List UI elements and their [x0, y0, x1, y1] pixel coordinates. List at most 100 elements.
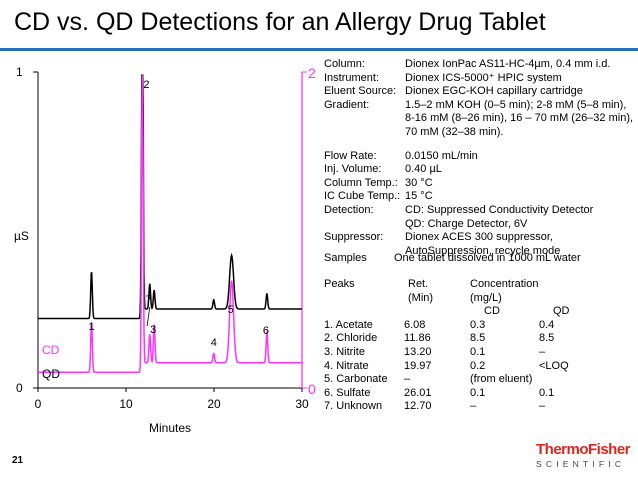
table-row: 2. Chloride 11.86 8.5 8.5	[324, 332, 613, 346]
condition-row: AutoSuppression, recycle mode	[324, 245, 634, 259]
table-cell: CD	[484, 305, 500, 318]
table-cell: 0.1	[539, 386, 555, 399]
x-tick-label: 20	[207, 397, 221, 411]
condition-row: Gradient: 1.5–2 mM KOH (0–5 min); 2-8 mM …	[324, 99, 634, 113]
table-row: 3. Nitrite 13.20 0.1 –	[324, 346, 613, 360]
condition-value: Dionex EGC-KOH capillary cartridge	[405, 85, 583, 98]
table-cell: 19.97	[404, 359, 432, 372]
table-row: 4. Nitrate 19.97 0.2 <LOQ	[324, 360, 613, 374]
condition-value: 70 mM (32–38 min).	[405, 125, 504, 138]
table-cell: <LOQ	[539, 359, 569, 372]
qd-series-label: QD	[42, 367, 60, 381]
condition-key: Detection:	[324, 203, 374, 216]
table-cell: 26.01	[404, 386, 432, 399]
spacer	[324, 140, 634, 150]
table-cell	[539, 292, 613, 306]
table-cell: 0.4	[539, 318, 555, 331]
y2-tick-label: 2	[308, 65, 316, 81]
condition-row: Suppressor: Dionex ACES 300 suppressor,	[324, 231, 634, 245]
condition-key: Column:	[324, 58, 365, 70]
condition-row: Detection: CD: Suppressed Conductivity De…	[324, 204, 634, 218]
table-cell: 4. Nitrate	[324, 359, 369, 372]
y-axis-label: µS	[14, 229, 29, 243]
condition-value: 8-16 mM (8–26 min), 16 – 70 mM (26–32 mi…	[405, 112, 634, 125]
condition-value: Dionex ACES 300 suppressor,	[405, 231, 553, 244]
table-cell: Peaks	[324, 278, 355, 290]
x-axis-label: Minutes	[149, 421, 191, 435]
peak-label-4: 4	[211, 337, 217, 349]
peak-label-6: 6	[263, 325, 269, 337]
table-row: CD QD	[324, 305, 613, 319]
condition-value: 30 °C	[405, 176, 433, 189]
table-cell: –	[470, 400, 477, 413]
condition-row: 8-16 mM (8–26 min), 16 – 70 mM (26–32 mi…	[324, 112, 634, 126]
condition-key	[324, 112, 405, 126]
condition-key: Instrument:	[324, 71, 380, 84]
condition-row: IC Cube Temp.: 15 °C	[324, 190, 634, 204]
logo-sub: SCIENTIFIC	[536, 459, 626, 469]
condition-key: Column Temp.:	[324, 176, 398, 189]
condition-row: QD: Charge Detector, 6V	[324, 218, 634, 232]
samples-row: Samples One tablet dissolved in 1000 mL …	[324, 252, 581, 264]
table-cell: Ret.	[408, 278, 429, 290]
table-cell: 8.5	[470, 332, 486, 345]
table-cell: 0.2	[470, 359, 486, 372]
conditions-list: Column: Dionex IonPac AS11-HC-4µm, 0.4 mm…	[324, 58, 634, 258]
table-cell: –	[404, 373, 411, 386]
condition-value: 15 °C	[405, 190, 433, 203]
condition-value: Dionex ICS-5000⁺ HPIC system	[405, 71, 562, 84]
table-cell: 0.1	[470, 345, 486, 358]
condition-key	[324, 218, 405, 232]
table-cell	[324, 305, 404, 319]
condition-value: QD: Charge Detector, 6V	[405, 217, 528, 230]
condition-key: IC Cube Temp.:	[324, 190, 401, 203]
condition-value: CD: Suppressed Conductivity Detector	[405, 203, 594, 216]
peak-7-leader	[146, 306, 151, 327]
thermofisher-logo: ThermoFisher SCIENTIFIC	[536, 441, 632, 469]
cd-series-label: CD	[42, 343, 60, 357]
table-cell: 6.08	[404, 318, 426, 331]
condition-row: 70 mM (32–38 min).	[324, 126, 634, 140]
table-cell: 2. Chloride	[324, 332, 378, 345]
condition-key: Inj. Volume:	[324, 163, 382, 176]
table-cell: 7. Unknown	[324, 400, 383, 413]
samples-value: One tablet dissolved in 1000 mL water	[394, 252, 581, 264]
condition-key	[324, 126, 405, 140]
x-tick-label: 30	[295, 397, 309, 411]
y2-tick-label: 0	[308, 381, 316, 397]
peak-label-3: 3	[150, 324, 156, 336]
y-tick-label: 0	[16, 381, 23, 395]
peak-label-5: 5	[228, 304, 234, 316]
condition-value: 0.0150 mL/min	[405, 149, 478, 162]
table-cell: 8.5	[539, 332, 555, 345]
table-row: 7. Unknown 12.70 – –	[324, 400, 613, 414]
table-cell	[539, 278, 613, 292]
table-cell: QD	[553, 305, 570, 318]
condition-row: Instrument: Dionex ICS-5000⁺ HPIC system	[324, 72, 634, 86]
table-cell: 1. Acetate	[324, 318, 373, 331]
table-cell: 5. Carbonate	[324, 373, 388, 386]
peaks-table: Peaks Ret. Concentration (Min) (mg/L) CD QD 1. …	[324, 278, 613, 414]
condition-row: Eluent Source: Dionex EGC-KOH capillary c…	[324, 85, 634, 99]
condition-value: 0.40 µL	[405, 163, 442, 176]
table-cell: 0.1	[470, 386, 486, 399]
table-cell: (Min)	[408, 291, 434, 304]
table-row: 1. Acetate 6.08 0.3 0.4	[324, 319, 613, 333]
condition-value: AutoSuppression, recycle mode	[405, 244, 561, 257]
table-row: Peaks Ret. Concentration	[324, 278, 613, 292]
x-tick-label: 10	[119, 397, 133, 411]
condition-key: Suppressor:	[324, 231, 384, 244]
table-cell: 6. Sulfate	[324, 386, 371, 399]
y-tick-label: 1	[16, 65, 23, 79]
table-cell: –	[539, 345, 546, 358]
condition-row: Column: Dionex IonPac AS11-HC-4µm, 0.4 mm…	[324, 58, 634, 72]
table-row: 6. Sulfate 26.01 0.1 0.1	[324, 387, 613, 401]
table-cell: 12.70	[404, 400, 432, 413]
condition-value: Dionex IonPac AS11-HC-4µm, 0.4 mm i.d.	[405, 58, 611, 70]
table-cell: 3. Nitrite	[324, 345, 365, 358]
qd-trace	[38, 74, 302, 320]
peak-label-7: 7	[146, 294, 152, 306]
peak-label-2: 2	[143, 79, 149, 91]
samples-label: Samples	[324, 252, 367, 264]
